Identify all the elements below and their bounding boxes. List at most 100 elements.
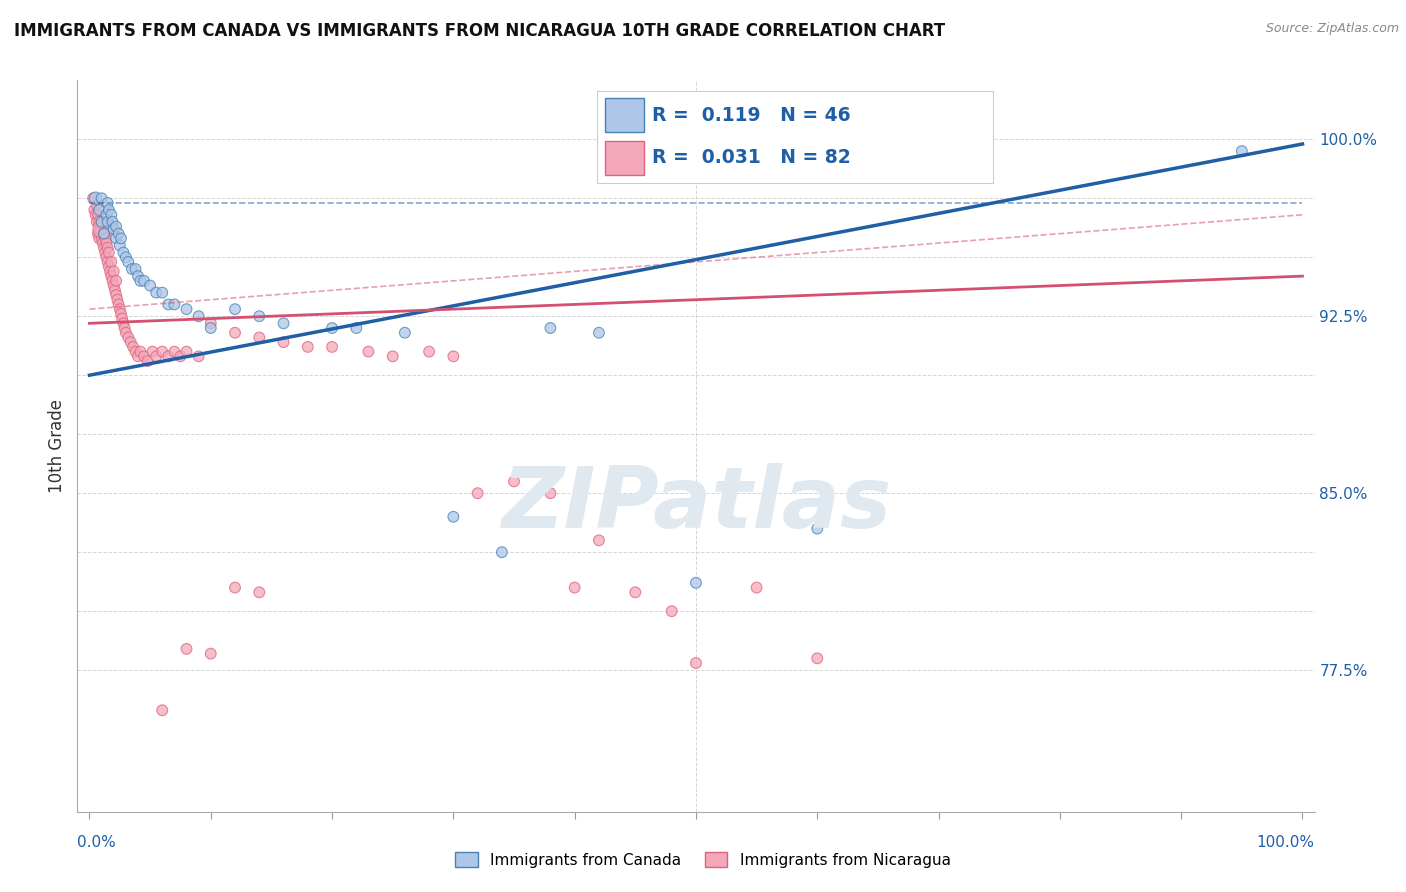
- Point: [129, 274, 152, 288]
- Point: [163, 344, 186, 359]
- Point: [97, 260, 120, 274]
- Point: [97, 215, 120, 229]
- Point: [112, 316, 135, 330]
- Point: [103, 264, 125, 278]
- Point: [661, 604, 683, 618]
- Point: [87, 208, 110, 222]
- Point: [321, 321, 343, 335]
- Point: [107, 297, 129, 311]
- Point: [101, 215, 124, 229]
- Point: [200, 647, 222, 661]
- Point: [200, 316, 222, 330]
- Point: [169, 349, 191, 363]
- Point: [104, 283, 127, 297]
- Point: [98, 264, 121, 278]
- Point: [124, 344, 146, 359]
- Point: [82, 191, 104, 205]
- Point: [111, 311, 134, 326]
- Point: [685, 575, 707, 590]
- Point: [467, 486, 489, 500]
- Point: [84, 191, 107, 205]
- Point: [247, 330, 270, 344]
- Point: [806, 522, 828, 536]
- Point: [89, 202, 111, 217]
- Point: [110, 307, 132, 321]
- Point: [93, 241, 115, 255]
- Point: [145, 349, 167, 363]
- Point: [224, 326, 246, 340]
- Text: ZIPatlas: ZIPatlas: [501, 463, 891, 546]
- Point: [108, 238, 131, 252]
- Point: [297, 340, 319, 354]
- Point: [127, 349, 149, 363]
- Point: [84, 208, 107, 222]
- Point: [224, 581, 246, 595]
- Point: [129, 344, 152, 359]
- Point: [97, 245, 120, 260]
- Point: [441, 349, 464, 363]
- Point: [103, 278, 125, 293]
- Point: [86, 198, 108, 212]
- Point: [108, 302, 131, 317]
- Point: [139, 278, 162, 293]
- Point: [381, 349, 404, 363]
- Point: [97, 196, 120, 211]
- Point: [96, 236, 118, 251]
- Point: [157, 349, 180, 363]
- Point: [86, 215, 108, 229]
- Y-axis label: 10th Grade: 10th Grade: [48, 399, 66, 493]
- Point: [117, 255, 139, 269]
- Point: [538, 486, 561, 500]
- Point: [100, 208, 122, 222]
- Point: [93, 227, 115, 241]
- Point: [97, 241, 120, 255]
- Point: [441, 509, 464, 524]
- Point: [503, 475, 526, 489]
- Point: [90, 191, 112, 205]
- Point: [1230, 144, 1253, 158]
- Point: [115, 326, 138, 340]
- Point: [110, 231, 132, 245]
- Point: [105, 293, 128, 307]
- Point: [418, 344, 440, 359]
- Point: [97, 202, 120, 217]
- Point: [150, 285, 173, 300]
- Point: [150, 703, 173, 717]
- Point: [745, 581, 768, 595]
- Point: [187, 310, 209, 324]
- Point: [145, 285, 167, 300]
- Point: [105, 219, 128, 234]
- Point: [141, 344, 163, 359]
- Point: [105, 288, 128, 302]
- Point: [89, 231, 111, 245]
- Point: [89, 222, 111, 236]
- Point: [491, 545, 513, 559]
- Point: [200, 321, 222, 335]
- Point: [90, 215, 112, 229]
- Point: [101, 274, 124, 288]
- Legend: Immigrants from Canada, Immigrants from Nicaragua: Immigrants from Canada, Immigrants from …: [447, 844, 959, 875]
- Point: [321, 340, 343, 354]
- Point: [91, 236, 114, 251]
- Point: [120, 335, 142, 350]
- Point: [114, 321, 136, 335]
- Point: [94, 231, 117, 245]
- Point: [187, 349, 209, 363]
- Point: [107, 227, 129, 241]
- Point: [273, 335, 295, 350]
- Point: [103, 222, 125, 236]
- Point: [127, 269, 149, 284]
- Point: [121, 262, 143, 277]
- Point: [132, 274, 155, 288]
- Point: [564, 581, 586, 595]
- Point: [117, 330, 139, 344]
- Point: [96, 208, 118, 222]
- Point: [176, 344, 198, 359]
- Point: [624, 585, 647, 599]
- Point: [157, 297, 180, 311]
- Point: [247, 585, 270, 599]
- Point: [357, 344, 380, 359]
- Point: [588, 326, 610, 340]
- Point: [538, 321, 561, 335]
- Point: [132, 349, 155, 363]
